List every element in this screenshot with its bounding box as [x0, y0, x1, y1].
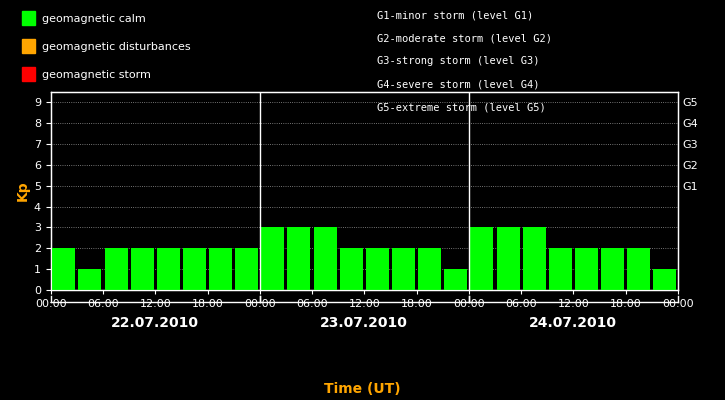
Bar [261, 228, 284, 290]
Bar [104, 248, 128, 290]
Text: geomagnetic storm: geomagnetic storm [42, 70, 151, 80]
Bar [392, 248, 415, 290]
Text: 24.07.2010: 24.07.2010 [529, 316, 618, 330]
Bar [314, 228, 336, 290]
Bar [366, 248, 389, 290]
Bar [575, 248, 598, 290]
Bar [549, 248, 572, 290]
Bar [523, 228, 546, 290]
Bar [288, 228, 310, 290]
Text: geomagnetic calm: geomagnetic calm [42, 14, 146, 24]
Text: Time (UT): Time (UT) [324, 382, 401, 396]
Bar [183, 248, 206, 290]
Text: geomagnetic disturbances: geomagnetic disturbances [42, 42, 191, 52]
Bar [78, 269, 102, 290]
Bar [653, 269, 676, 290]
Bar [340, 248, 362, 290]
Text: G5-extreme storm (level G5): G5-extreme storm (level G5) [377, 103, 546, 113]
Bar [209, 248, 232, 290]
Bar [471, 228, 494, 290]
Text: G2-moderate storm (level G2): G2-moderate storm (level G2) [377, 33, 552, 43]
Text: 22.07.2010: 22.07.2010 [111, 316, 199, 330]
Text: 23.07.2010: 23.07.2010 [320, 316, 408, 330]
Y-axis label: Kp: Kp [16, 181, 30, 201]
Bar [157, 248, 180, 290]
Bar [627, 248, 650, 290]
Bar [130, 248, 154, 290]
Bar [444, 269, 468, 290]
Bar [235, 248, 258, 290]
Text: G1-minor storm (level G1): G1-minor storm (level G1) [377, 10, 534, 20]
Bar [497, 228, 520, 290]
Bar [418, 248, 441, 290]
Bar [601, 248, 624, 290]
Text: G4-severe storm (level G4): G4-severe storm (level G4) [377, 80, 539, 90]
Text: G3-strong storm (level G3): G3-strong storm (level G3) [377, 56, 539, 66]
Bar [52, 248, 75, 290]
